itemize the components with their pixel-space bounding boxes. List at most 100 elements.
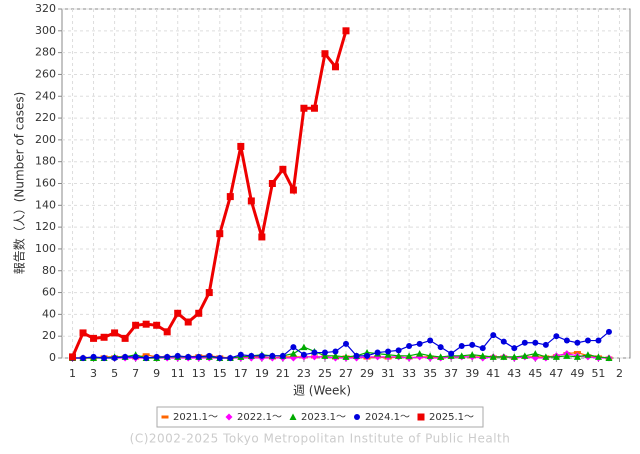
marker [468,351,476,358]
marker [300,104,308,112]
legend-marker [354,414,360,420]
marker [90,334,98,342]
x-tick-label: 7 [132,367,139,380]
marker [279,165,287,173]
x-tick-label: 23 [297,367,311,380]
marker [542,353,550,360]
marker [605,354,613,361]
y-tick-label: 60 [42,286,56,299]
marker [395,347,402,354]
marker [174,309,182,317]
marker [132,353,139,360]
marker [342,353,350,360]
legend-label: 2025.1～ [429,412,474,423]
x-tick-label: 19 [255,367,269,380]
marker [247,197,255,205]
marker [300,343,308,351]
x-tick-label: 33 [402,367,416,380]
legend-marker [289,413,297,420]
marker [521,339,528,346]
marker [79,329,87,337]
marker [342,27,350,35]
marker [311,349,318,356]
x-tick-label: 49 [570,367,584,380]
legend-marker [417,413,425,421]
marker [164,353,171,360]
marker [395,352,403,359]
x-tick-label: 2 [616,367,623,380]
y-tick-label: 240 [35,89,56,102]
marker [532,339,539,346]
marker [406,343,413,350]
marker [416,350,424,357]
marker [531,350,539,357]
x-tick-label: 31 [381,367,395,380]
marker [374,349,381,356]
marker [237,351,244,358]
marker [174,352,181,359]
marker [279,352,286,359]
marker [416,340,423,347]
marker [300,351,307,358]
marker [111,329,119,337]
marker [122,353,129,360]
marker [510,353,518,360]
x-tick-label: 25 [318,367,332,380]
y-tick-label: 40 [42,307,56,320]
marker [184,318,192,326]
marker [521,352,529,359]
y-tick-label: 260 [35,67,56,80]
x-tick-label: 3 [90,367,97,380]
x-tick-label: 45 [528,367,542,380]
series-line [72,331,610,359]
marker [458,343,465,350]
marker [385,348,392,355]
marker [195,353,202,360]
y-axis-label: 報告数（人）(Number of cases) [12,92,27,275]
x-tick-label: 15 [213,367,227,380]
marker [153,321,161,329]
marker [206,352,213,359]
y-tick-label: 280 [35,46,56,59]
legend-box [156,406,484,428]
legend-label: 2022.1～ [237,412,282,423]
marker [269,352,276,359]
x-tick-label: 43 [507,367,521,380]
x-tick-label: 27 [339,367,353,380]
x-tick-label: 35 [423,367,437,380]
legend-label: 2023.1～ [301,412,346,423]
marker [605,328,612,335]
marker [268,180,276,187]
marker [143,355,150,361]
marker [332,348,339,355]
marker [489,353,497,360]
marker [142,320,150,328]
x-tick-label: 51 [591,367,605,380]
marker [111,355,118,361]
x-tick-label: 1 [69,367,76,380]
marker [185,353,192,360]
x-axis-label: 週 (Week) [293,384,351,398]
y-tick-label: 320 [35,2,56,15]
marker [458,352,466,359]
marker [584,337,591,344]
marker [321,50,329,58]
marker [331,63,339,71]
marker [384,351,392,358]
marker [289,186,297,194]
marker [121,334,129,342]
x-tick-label: 29 [360,367,374,380]
marker [469,341,476,348]
marker [310,104,318,112]
marker [237,142,245,150]
marker [90,353,97,360]
marker [573,353,581,360]
marker [153,353,160,360]
legend-marker [225,413,233,421]
marker [80,355,87,361]
y-tick-label: 80 [42,264,56,277]
y-tick-label: 300 [35,24,56,37]
marker [594,353,602,360]
x-tick-label: 17 [234,367,248,380]
